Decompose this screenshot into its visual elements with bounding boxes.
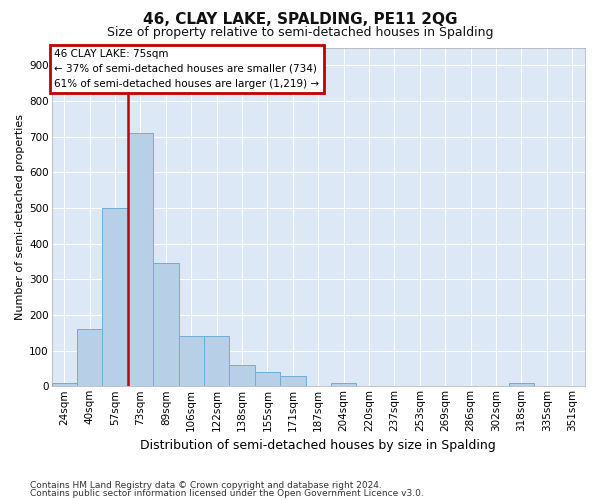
Y-axis label: Number of semi-detached properties: Number of semi-detached properties [15,114,25,320]
Bar [153,263,179,386]
Text: Size of property relative to semi-detached houses in Spalding: Size of property relative to semi-detach… [107,26,493,39]
Bar [128,133,153,386]
Bar [509,384,534,386]
Bar [280,376,305,386]
Text: Contains public sector information licensed under the Open Government Licence v3: Contains public sector information licen… [30,489,424,498]
Text: 46 CLAY LAKE: 75sqm
← 37% of semi-detached houses are smaller (734)
61% of semi-: 46 CLAY LAKE: 75sqm ← 37% of semi-detach… [54,49,319,89]
X-axis label: Distribution of semi-detached houses by size in Spalding: Distribution of semi-detached houses by … [140,440,496,452]
Bar [331,384,356,386]
Bar [255,372,280,386]
Text: 46, CLAY LAKE, SPALDING, PE11 2QG: 46, CLAY LAKE, SPALDING, PE11 2QG [143,12,457,26]
Bar [179,336,204,386]
Bar [52,384,77,386]
Text: Contains HM Land Registry data © Crown copyright and database right 2024.: Contains HM Land Registry data © Crown c… [30,480,382,490]
Bar [103,208,128,386]
Bar [204,336,229,386]
Bar [77,329,103,386]
Bar [229,365,255,386]
